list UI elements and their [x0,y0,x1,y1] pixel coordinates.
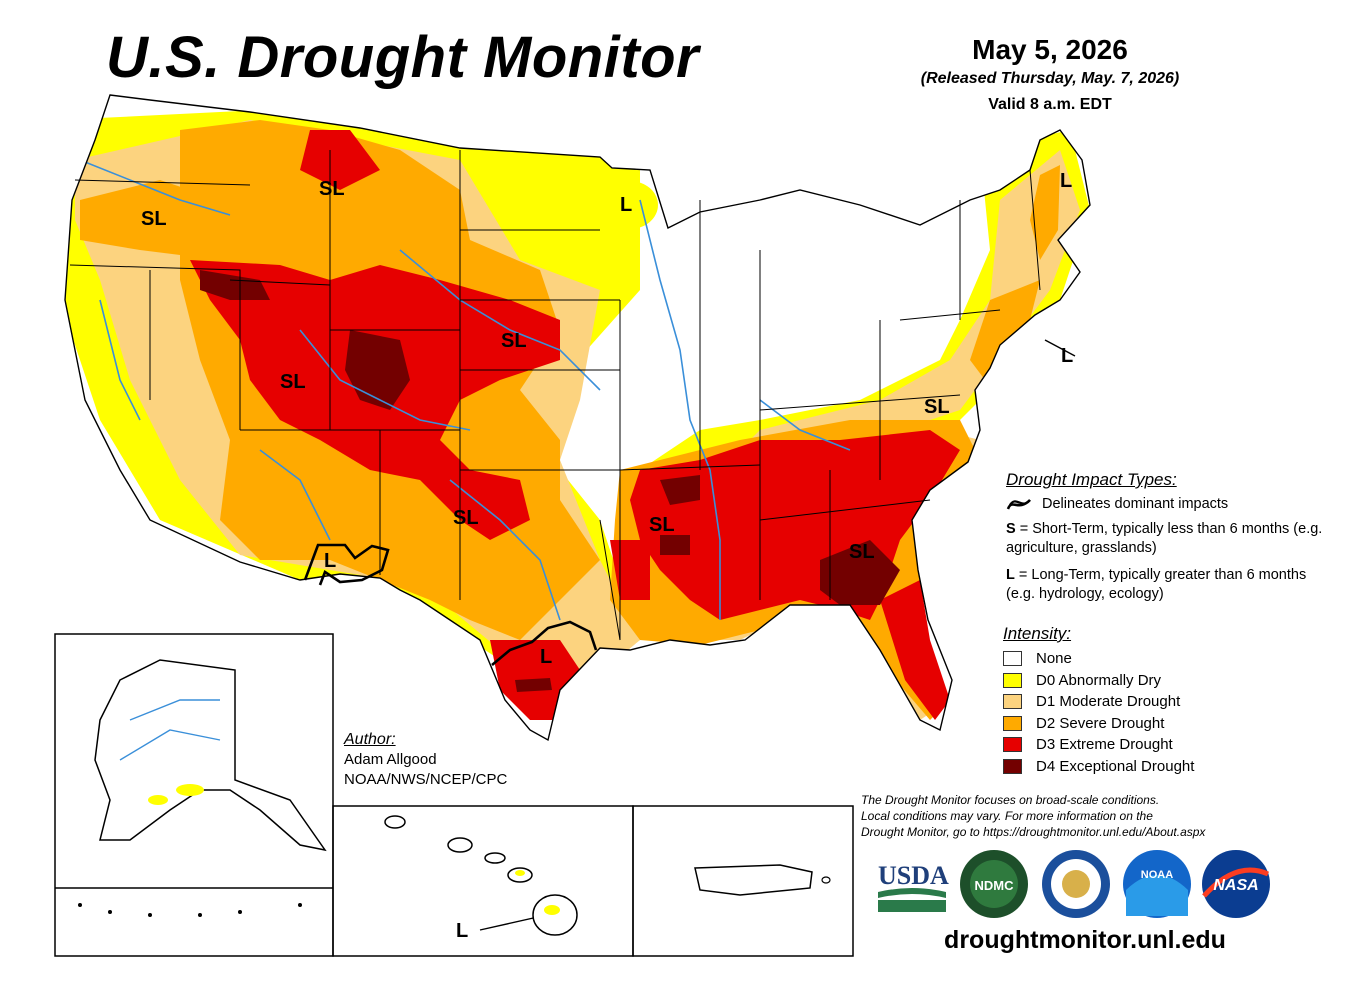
inset-boxes [54,633,854,957]
author-heading: Author: [344,731,396,748]
long-term-key: L [1006,567,1015,583]
intensity-label: D2 Severe Drought [1036,714,1165,732]
disclaimer-line3: Drought Monitor, go to https://droughtmo… [861,825,1206,839]
aleutians [78,903,302,917]
website-url: droughtmonitor.unl.edu [944,926,1226,954]
author-block: Author: Adam Allgood NOAA/NWS/NCEP/CPC [344,730,507,790]
disclaimer: The Drought Monitor focuses on broad-sca… [861,792,1301,840]
date-block: May 5, 2026 (Released Thursday, May. 7, … [880,34,1220,114]
disclaimer-line1: The Drought Monitor focuses on broad-sca… [861,793,1160,807]
map-label-sl-nebraska: SL [501,330,527,352]
delineates-label: Delineates dominant impacts [1042,496,1229,512]
map-label-sl-virginia: SL [924,396,950,418]
map-label-l-newmexico: L [324,550,337,572]
map-label-sl-montana: SL [319,178,345,200]
map-label-sl-georgia: SL [849,541,875,563]
long-term-text: = Long-Term, typically greater than 6 mo… [1006,567,1307,602]
rivers [79,159,851,621]
ndmc-logo: NDMC [960,850,1028,918]
hawaii-map [384,815,578,936]
intensity-list: None D0 Abnormally Dry D1 Moderate Drought… [1003,648,1333,777]
delineation-line-icon [1006,499,1031,510]
author-name: Adam Allgood [344,751,437,768]
intensity-swatch [1003,694,1022,710]
short-term-key: S [1006,521,1016,537]
intensity-item: D3 Extreme Drought [1003,734,1333,756]
map-label-l-texas: L [540,646,553,668]
release-date: (Released Thursday, May. 7, 2026) [920,70,1180,87]
intensity-legend: Intensity: None D0 Abnormally Dry D1 Moder… [1003,624,1333,777]
disclaimer-line2: Local conditions may vary. For more info… [861,809,1153,823]
intensity-swatch [1003,758,1022,774]
intensity-item: D4 Exceptional Drought [1003,756,1333,778]
usda-logo: USDA [878,861,949,912]
map-date: May 5, 2026 [972,34,1128,65]
map-label-sl-oklahoma: SL [453,507,479,529]
intensity-label: D0 Abnormally Dry [1036,671,1162,689]
valid-time: Valid 8 a.m. EDT [988,96,1112,113]
noaa-logo: NOAA [1123,850,1191,918]
intensity-swatch [1003,715,1022,731]
svg-text:NOAA: NOAA [1141,869,1173,881]
intensity-heading: Intensity: [1003,624,1072,643]
svg-text:USDA: USDA [878,861,949,890]
puerto-rico-map [694,864,831,896]
author-org: NOAA/NWS/NCEP/CPC [344,771,508,788]
map-label-l-minnesota: L [620,194,633,216]
intensity-item: D2 Severe Drought [1003,713,1333,735]
impact-types-legend: Drought Impact Types: Delineates dominan… [1006,470,1336,604]
map-label-l-maine: L [1060,170,1073,192]
page-title: U.S. Drought Monitor [106,25,700,90]
intensity-swatch [1003,651,1022,667]
intensity-swatch [1003,672,1022,688]
intensity-label: D1 Moderate Drought [1036,693,1181,711]
map-label-sl-oregon: SL [141,208,167,230]
intensity-item: None [1003,648,1333,670]
short-term-text: = Short-Term, typically less than 6 mont… [1006,521,1323,556]
nasa-logo: NASA [1202,850,1270,918]
svg-text:NASA: NASA [1213,877,1258,894]
map-label-sl-arkansas: SL [649,514,675,536]
state-boundaries [64,94,1091,741]
intensity-swatch [1003,737,1022,753]
intensity-item: D1 Moderate Drought [1003,691,1333,713]
svg-text:NDMC: NDMC [975,878,1015,893]
intensity-label: D4 Exceptional Drought [1036,757,1195,775]
impact-types-heading: Drought Impact Types: [1006,470,1177,489]
alaska-map [94,659,327,852]
map-label-l-northeast: L [1061,345,1074,367]
partner-logos: USDA NDMC NOAA NASA [878,850,1270,918]
map-label-l-hawaii: L [456,920,469,942]
doc-seal-logo [1042,850,1110,918]
intensity-item: D0 Abnormally Dry [1003,670,1333,692]
intensity-label: None [1036,650,1072,668]
short-term-row: S = Short-Term, typically less than 6 mo… [1006,520,1336,558]
map-label-sl-utah: SL [280,371,306,393]
long-term-row: L = Long-Term, typically greater than 6 … [1006,566,1336,604]
intensity-label: D3 Extreme Drought [1036,736,1173,754]
delineates-row: Delineates dominant impacts [1006,496,1336,512]
